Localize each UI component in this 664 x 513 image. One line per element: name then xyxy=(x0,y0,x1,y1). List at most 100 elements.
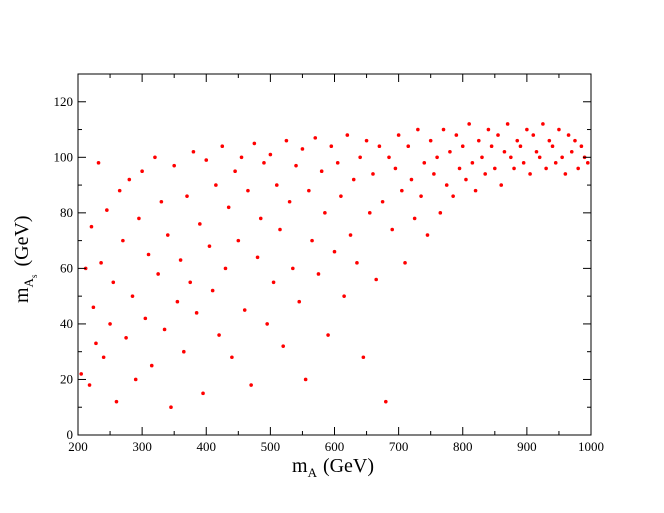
data-point xyxy=(390,227,395,232)
x-tick-label: 800 xyxy=(453,439,473,454)
data-point xyxy=(149,363,154,368)
data-point xyxy=(268,152,273,157)
data-point xyxy=(457,166,462,171)
data-point xyxy=(509,155,513,160)
data-point xyxy=(409,177,414,182)
data-point xyxy=(316,272,321,276)
data-point xyxy=(214,183,218,187)
data-point xyxy=(364,138,369,143)
data-point xyxy=(467,122,471,126)
data-point xyxy=(165,233,170,237)
data-point xyxy=(576,166,580,171)
x-tick-label: 1000 xyxy=(578,439,604,454)
data-point xyxy=(553,161,558,165)
data-point xyxy=(518,144,523,148)
data-point xyxy=(470,161,475,165)
data-point xyxy=(502,149,507,154)
data-point xyxy=(496,133,500,137)
x-tick-label: 500 xyxy=(261,439,281,454)
data-point xyxy=(121,238,125,243)
data-point xyxy=(505,122,510,126)
data-point xyxy=(114,399,119,404)
data-point xyxy=(351,177,356,182)
data-point xyxy=(101,355,106,360)
data-point xyxy=(435,155,439,160)
data-point xyxy=(291,266,295,271)
data-point xyxy=(178,258,183,262)
data-point xyxy=(255,255,260,260)
data-point xyxy=(303,377,308,382)
data-point xyxy=(432,172,436,176)
data-point xyxy=(294,163,298,168)
data-point xyxy=(438,211,443,215)
data-point xyxy=(207,244,212,248)
data-point xyxy=(223,266,228,271)
data-point xyxy=(323,211,327,215)
data-point xyxy=(111,280,116,285)
data-point xyxy=(422,161,427,165)
data-point xyxy=(367,211,372,215)
data-point xyxy=(541,122,545,126)
y-tick-label: 0 xyxy=(67,427,74,442)
data-point xyxy=(249,383,253,387)
data-point xyxy=(493,166,497,171)
data-point xyxy=(335,161,340,165)
data-point xyxy=(191,149,196,154)
data-point xyxy=(278,227,282,232)
data-point xyxy=(412,216,417,221)
data-point xyxy=(133,377,138,382)
y-axis-label-unit: (GeV) xyxy=(11,215,33,266)
data-point xyxy=(265,322,269,326)
data-point xyxy=(480,155,484,160)
data-point xyxy=(262,161,266,165)
data-point xyxy=(246,188,250,193)
data-point xyxy=(489,144,494,148)
x-tick-label: 200 xyxy=(68,439,88,454)
data-point xyxy=(274,183,279,187)
data-point xyxy=(393,166,398,171)
y-axis: 0 20 40 60 80 100 120 xyxy=(54,94,591,442)
data-point xyxy=(79,372,84,376)
data-point xyxy=(159,199,164,204)
data-point xyxy=(525,127,529,132)
data-point xyxy=(124,336,128,340)
data-point xyxy=(99,261,103,265)
data-point xyxy=(515,138,520,143)
data-point xyxy=(217,333,221,337)
data-point xyxy=(105,208,109,212)
data-point xyxy=(441,127,446,132)
data-point xyxy=(258,216,263,221)
data-point xyxy=(483,172,487,176)
data-point xyxy=(188,280,193,285)
data-point xyxy=(307,188,311,193)
data-point xyxy=(544,166,548,171)
data-point xyxy=(448,149,452,154)
data-point xyxy=(428,138,433,143)
data-point xyxy=(220,144,225,148)
data-point xyxy=(387,155,391,160)
data-point xyxy=(313,136,318,140)
y-tick-label: 100 xyxy=(54,149,74,164)
y-tick-label: 120 xyxy=(54,94,74,109)
x-axis: 200 300 400 500 600 700 800 900 1000 xyxy=(68,74,604,454)
y-tick-label: 60 xyxy=(60,260,73,275)
data-point xyxy=(374,277,378,282)
data-point xyxy=(117,188,122,193)
data-point xyxy=(236,238,241,243)
data-point xyxy=(281,344,286,348)
data-point xyxy=(416,127,420,132)
data-point xyxy=(512,166,516,171)
data-point xyxy=(194,311,199,315)
data-point xyxy=(531,133,536,137)
data-point xyxy=(557,127,561,132)
data-point xyxy=(476,138,481,143)
data-point xyxy=(156,272,160,276)
x-axis-label-subscript: A xyxy=(308,465,318,480)
data-point xyxy=(348,233,353,237)
data-point xyxy=(361,355,366,360)
data-point xyxy=(534,149,539,154)
y-tick-label: 40 xyxy=(60,316,73,331)
data-point xyxy=(319,169,324,173)
data-point xyxy=(371,172,375,176)
data-point xyxy=(89,224,94,229)
